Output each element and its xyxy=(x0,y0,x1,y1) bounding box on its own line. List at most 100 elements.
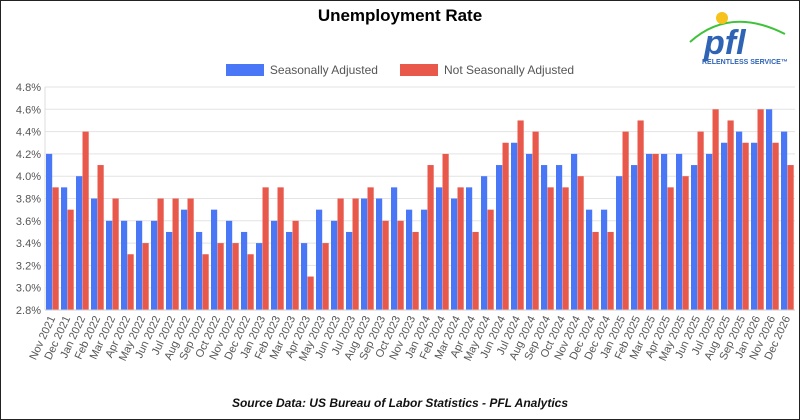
source-note: Source Data: US Bureau of Labor Statisti… xyxy=(231,396,569,410)
bar-not-seasonally-adjusted xyxy=(667,187,674,310)
bar-seasonally-adjusted xyxy=(421,209,428,310)
bar-not-seasonally-adjusted xyxy=(517,120,524,310)
bar-seasonally-adjusted xyxy=(541,165,548,310)
bar-not-seasonally-adjusted xyxy=(367,187,374,310)
bar-seasonally-adjusted xyxy=(766,109,773,310)
bar-not-seasonally-adjusted xyxy=(562,187,569,310)
bar-not-seasonally-adjusted xyxy=(397,220,404,310)
y-tick-label: 3.2% xyxy=(16,260,41,272)
bar-seasonally-adjusted xyxy=(616,176,623,310)
bar-not-seasonally-adjusted xyxy=(292,220,299,310)
bar-seasonally-adjusted xyxy=(751,142,758,310)
bar-not-seasonally-adjusted xyxy=(637,120,644,310)
y-tick-label: 4.4% xyxy=(16,127,41,139)
svg-text:pfl: pfl xyxy=(703,24,747,62)
bar-not-seasonally-adjusted xyxy=(697,131,704,310)
bar-not-seasonally-adjusted xyxy=(217,243,224,310)
bar-seasonally-adjusted xyxy=(301,243,308,310)
pfl-logo: pfl RELENTLESS SERVICE™ xyxy=(680,4,800,68)
bar-seasonally-adjusted xyxy=(196,231,203,310)
legend: Seasonally Adjusted Not Seasonally Adjus… xyxy=(0,63,800,77)
bar-not-seasonally-adjusted xyxy=(277,187,284,310)
bar-not-seasonally-adjusted xyxy=(337,198,344,310)
bar-not-seasonally-adjusted xyxy=(652,153,659,310)
bar-seasonally-adjusted xyxy=(661,153,668,310)
legend-item-seasonally-adjusted[interactable]: Seasonally Adjusted xyxy=(225,63,378,77)
bar-not-seasonally-adjusted xyxy=(682,176,689,310)
bar-seasonally-adjusted xyxy=(526,153,533,310)
bar-not-seasonally-adjusted xyxy=(202,254,209,310)
bar-seasonally-adjusted xyxy=(331,220,338,310)
y-tick-label: 3.4% xyxy=(16,238,41,250)
bar-seasonally-adjusted xyxy=(646,153,653,310)
bar-not-seasonally-adjusted xyxy=(52,187,59,310)
bar-not-seasonally-adjusted xyxy=(232,243,239,310)
bar-seasonally-adjusted xyxy=(781,131,788,310)
bar-not-seasonally-adjusted xyxy=(787,165,794,310)
bar-not-seasonally-adjusted xyxy=(262,187,269,310)
bar-seasonally-adjusted xyxy=(346,231,353,310)
bar-not-seasonally-adjusted xyxy=(712,109,719,310)
bar-seasonally-adjusted xyxy=(361,198,368,310)
y-tick-label: 4.0% xyxy=(16,171,41,183)
bar-not-seasonally-adjusted xyxy=(442,153,449,310)
bar-not-seasonally-adjusted xyxy=(727,120,734,310)
bar-seasonally-adjusted xyxy=(631,165,638,310)
bar-not-seasonally-adjusted xyxy=(607,231,614,310)
bar-seasonally-adjusted xyxy=(106,220,113,310)
bar-seasonally-adjusted xyxy=(211,209,218,310)
chart-title: Unemployment Rate xyxy=(317,6,483,25)
bar-not-seasonally-adjusted xyxy=(82,131,89,310)
bar-not-seasonally-adjusted xyxy=(592,231,599,310)
svg-text:RELENTLESS SERVICE™: RELENTLESS SERVICE™ xyxy=(702,59,788,66)
bar-seasonally-adjusted xyxy=(226,220,233,310)
y-tick-label: 4.8% xyxy=(16,82,41,94)
bar-not-seasonally-adjusted xyxy=(352,198,359,310)
bar-seasonally-adjusted xyxy=(496,165,503,310)
bar-not-seasonally-adjusted xyxy=(412,231,419,310)
bar-not-seasonally-adjusted xyxy=(622,131,629,310)
bar-seasonally-adjusted xyxy=(181,209,188,310)
bar-not-seasonally-adjusted xyxy=(142,243,149,310)
bar-not-seasonally-adjusted xyxy=(382,220,389,310)
bar-not-seasonally-adjusted xyxy=(532,131,539,310)
y-tick-label: 4.2% xyxy=(16,149,41,161)
bar-seasonally-adjusted xyxy=(91,198,98,310)
bar-seasonally-adjusted xyxy=(451,198,458,310)
legend-label: Seasonally Adjusted xyxy=(269,63,378,77)
y-tick-label: 3.0% xyxy=(16,283,41,295)
bar-not-seasonally-adjusted xyxy=(322,243,329,310)
bar-not-seasonally-adjusted xyxy=(742,142,749,310)
bar-seasonally-adjusted xyxy=(271,220,278,310)
bar-seasonally-adjusted xyxy=(481,176,488,310)
bar-not-seasonally-adjusted xyxy=(187,198,194,310)
bar-seasonally-adjusted xyxy=(316,209,323,310)
bar-not-seasonally-adjusted xyxy=(67,209,74,310)
bar-not-seasonally-adjusted xyxy=(172,198,179,310)
bar-seasonally-adjusted xyxy=(76,176,83,310)
bar-seasonally-adjusted xyxy=(46,153,53,310)
y-tick-label: 2.8% xyxy=(16,305,41,317)
bar-seasonally-adjusted xyxy=(721,142,728,310)
y-tick-label: 3.8% xyxy=(16,194,41,206)
bar-not-seasonally-adjusted xyxy=(307,276,314,310)
legend-swatch-blue xyxy=(225,64,264,76)
legend-item-not-seasonally-adjusted[interactable]: Not Seasonally Adjusted xyxy=(399,63,574,77)
bar-seasonally-adjusted xyxy=(121,220,128,310)
plot-area: 2.8% 3.0% 3.2% 3.4% 3.6% 3.8% 4.0% 4.2% 4.4% 4.6%… xyxy=(16,82,795,363)
bar-not-seasonally-adjusted xyxy=(472,231,479,310)
bar-seasonally-adjusted xyxy=(511,142,518,310)
y-tick-label: 4.6% xyxy=(16,104,41,116)
bar-not-seasonally-adjusted xyxy=(157,198,164,310)
bar-seasonally-adjusted xyxy=(241,231,248,310)
bar-seasonally-adjusted xyxy=(676,153,683,310)
y-tick-label: 3.6% xyxy=(16,216,41,228)
bar-seasonally-adjusted xyxy=(166,231,173,310)
bar-not-seasonally-adjusted xyxy=(427,165,434,310)
bar-not-seasonally-adjusted xyxy=(247,254,254,310)
bar-seasonally-adjusted xyxy=(406,209,413,310)
bar-not-seasonally-adjusted xyxy=(127,254,134,310)
bar-seasonally-adjusted xyxy=(436,187,443,310)
bar-not-seasonally-adjusted xyxy=(757,109,764,310)
bar-seasonally-adjusted xyxy=(391,187,398,310)
